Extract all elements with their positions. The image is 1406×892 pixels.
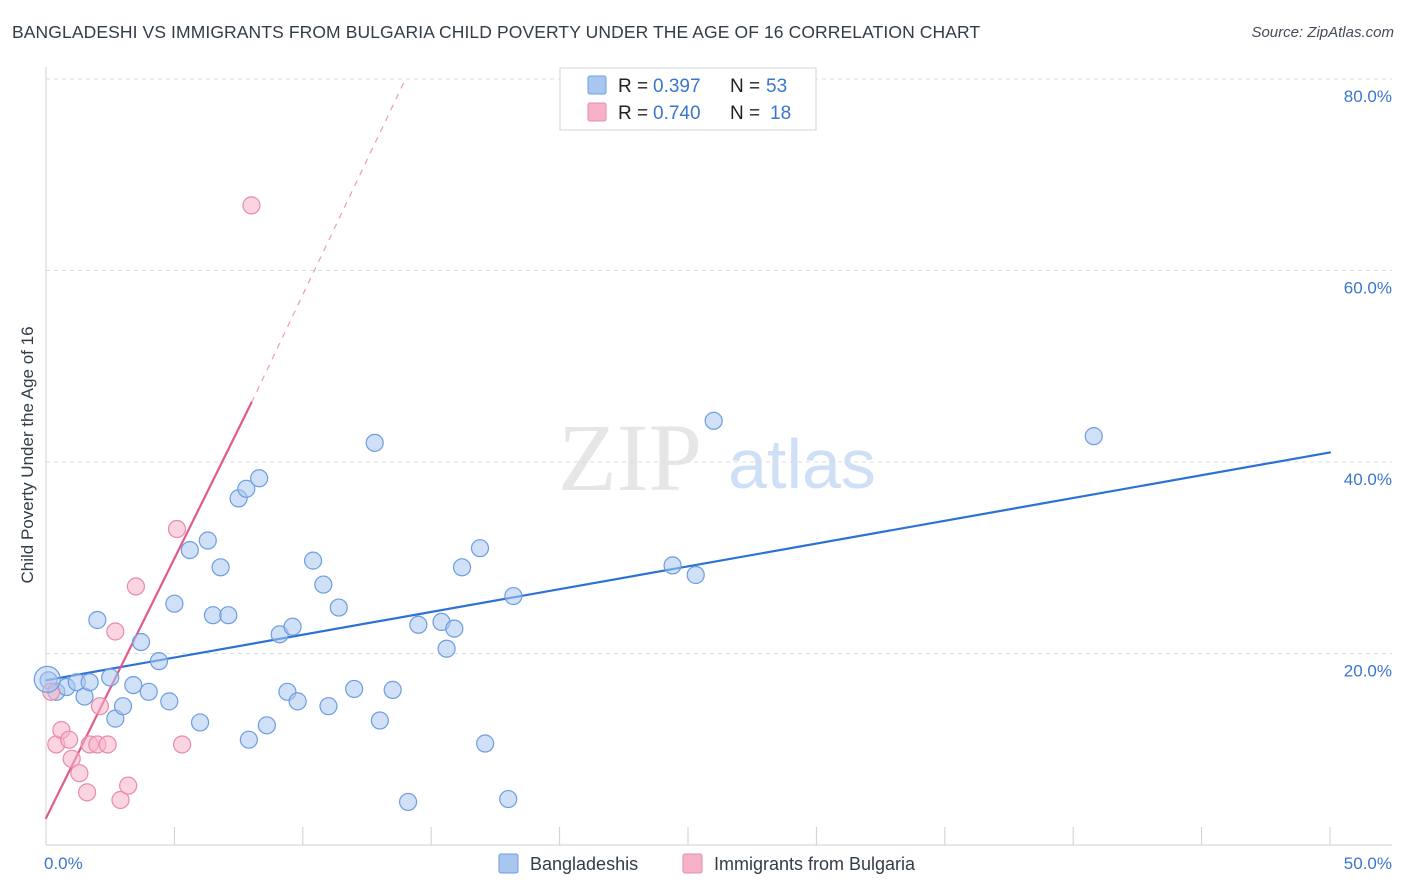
point-bangladeshis [219, 606, 238, 625]
legend-label-bangladeshis: Bangladeshis [530, 854, 638, 874]
stats-swatch-bangladeshis [587, 75, 607, 95]
point-bangladeshis [257, 716, 276, 735]
point-bulgaria [173, 735, 192, 754]
trend-line-bulgaria [44, 401, 253, 820]
chart-title: BANGLADESHI VS IMMIGRANTS FROM BULGARIA … [12, 22, 981, 42]
point-bangladeshis [113, 697, 133, 716]
y-tick-label-20: 20.0% [1344, 662, 1392, 681]
stats-r-label-2: R = [618, 103, 648, 124]
point-bangladeshis [398, 792, 418, 812]
point-bangladeshis [139, 682, 158, 701]
point-bulgaria [70, 764, 89, 783]
point-bangladeshis [203, 606, 223, 625]
chart-source: Source: ZipAtlas.com [1251, 24, 1394, 41]
y-tick-label-80: 80.0% [1344, 87, 1392, 106]
point-bangladeshis [303, 551, 323, 570]
point-bulgaria [62, 749, 81, 768]
point-bangladeshis [383, 680, 402, 699]
trend-line-extension-bulgaria [250, 78, 407, 403]
point-bangladeshis [198, 531, 217, 550]
point-bangladeshis [329, 598, 348, 617]
point-bangladeshis [345, 679, 364, 699]
point-bangladeshis [237, 479, 256, 498]
watermark: ZIP atlas [558, 404, 876, 511]
trend-lines [44, 78, 1332, 820]
point-bangladeshis [686, 565, 705, 585]
point-bulgaria [167, 519, 187, 539]
point-bangladeshis [101, 668, 120, 687]
point-bangladeshis [131, 632, 151, 652]
x-tick-label-min: 0.0% [44, 854, 83, 873]
stats-r-value-1: 0.397 [653, 76, 701, 97]
y-tick-label-60: 60.0% [1344, 279, 1392, 298]
data-points [33, 196, 1103, 812]
legend-swatch-bulgaria [682, 853, 703, 874]
point-bangladeshis [365, 433, 384, 452]
stats-n-label-1: N = [730, 76, 760, 97]
point-bangladeshis [149, 652, 169, 671]
point-bulgaria [119, 776, 138, 795]
legend-swatch-bangladeshis [498, 853, 519, 874]
point-bangladeshis [314, 575, 333, 594]
watermark-atlas: atlas [728, 425, 876, 503]
point-bulgaria [77, 783, 97, 802]
legend-label-bulgaria: Immigrants from Bulgaria [714, 854, 916, 874]
point-bangladeshis-cluster [33, 665, 61, 693]
point-bangladeshis [663, 556, 682, 575]
point-bangladeshis [239, 730, 258, 749]
point-bangladeshis [499, 789, 518, 809]
point-bangladeshis [288, 692, 307, 711]
point-bangladeshis [370, 711, 389, 730]
point-bangladeshis [283, 617, 302, 636]
axes [45, 67, 1392, 846]
point-bangladeshis [165, 594, 184, 613]
point-bangladeshis [211, 558, 230, 577]
point-bangladeshis [160, 692, 179, 711]
point-bangladeshis [476, 734, 495, 753]
stats-swatch-bulgaria [587, 102, 607, 122]
trend-line-bangladeshis [44, 451, 1332, 682]
y-tick-label-40: 40.0% [1344, 470, 1392, 489]
point-bulgaria [60, 730, 79, 749]
y-axis-label: Child Poverty Under the Age of 16 [18, 326, 37, 583]
point-bangladeshis [452, 558, 472, 577]
point-bangladeshis [1084, 427, 1103, 446]
stats-n-value-1: 53 [766, 76, 787, 97]
point-bangladeshis [80, 673, 99, 692]
stats-n-value-2: 18 [770, 103, 791, 124]
point-bangladeshis [445, 619, 464, 638]
point-bulgaria [98, 735, 117, 754]
gridlines [46, 78, 1392, 654]
y-tick-labels: 20.0% 40.0% 60.0% 80.0% [1344, 87, 1392, 681]
stats-r-value-2: 0.740 [653, 103, 701, 124]
point-bangladeshis [470, 539, 490, 558]
series-legend: Bangladeshis Immigrants from Bulgaria [498, 853, 916, 874]
point-bulgaria [106, 622, 125, 641]
point-bangladeshis [409, 615, 428, 634]
point-bangladeshis [504, 586, 523, 606]
point-bangladeshis [190, 713, 210, 732]
point-bulgaria [242, 196, 261, 215]
point-bangladeshis [250, 469, 269, 488]
point-bangladeshis [180, 540, 199, 560]
point-bangladeshis [319, 697, 338, 716]
point-bangladeshis [704, 411, 723, 430]
stats-legend: R = 0.397 N = 53 R = 0.740 N = 18 [559, 67, 817, 131]
point-bulgaria [111, 790, 130, 810]
point-bangladeshis [124, 675, 143, 695]
point-bulgaria [90, 697, 110, 716]
watermark-zip: ZIP [558, 404, 702, 511]
point-bangladeshis [437, 639, 456, 658]
stats-r-label-1: R = [618, 76, 648, 97]
stats-n-label-2: N = [730, 103, 760, 124]
x-tick-labels: 0.0% 50.0% [44, 854, 1392, 873]
x-tick-label-max: 50.0% [1344, 854, 1392, 873]
point-bangladeshis [88, 610, 107, 630]
point-bulgaria [126, 577, 145, 596]
